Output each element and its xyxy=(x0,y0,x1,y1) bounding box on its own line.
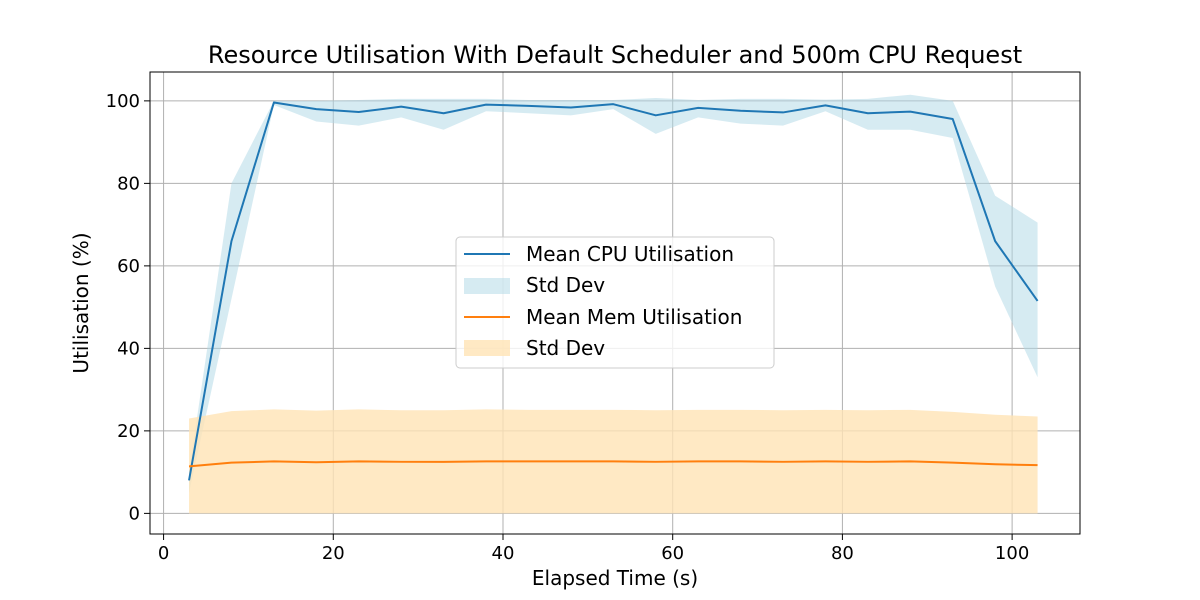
y-tick-label: 80 xyxy=(117,173,140,194)
legend-swatch-cpu-band xyxy=(464,278,510,294)
series-line-1 xyxy=(188,460,1038,468)
plot-frame xyxy=(149,71,1081,535)
series-lines xyxy=(188,101,1039,481)
x-tick-label: 0 xyxy=(158,543,169,564)
series-line-0 xyxy=(188,101,1039,481)
x-axis-label: Elapsed Time (s) xyxy=(532,566,698,590)
x-tick-label: 60 xyxy=(661,543,684,564)
x-tick-label: 20 xyxy=(322,543,345,564)
x-tick-label: 40 xyxy=(492,543,515,564)
legend-box xyxy=(455,236,775,369)
y-tick-label: 60 xyxy=(117,256,140,277)
legend-label-mem: Mean Mem Utilisation xyxy=(526,305,742,329)
legend-swatch-mem-band xyxy=(464,340,510,356)
chart-title: Resource Utilisation With Default Schedu… xyxy=(208,41,1022,69)
x-tick-label: 80 xyxy=(831,543,854,564)
y-axis-ticks: 0 20 40 60 80 100 xyxy=(106,91,150,524)
y-tick-label: 20 xyxy=(117,421,140,442)
y-tick-label: 0 xyxy=(129,503,140,524)
x-tick-label: 100 xyxy=(995,543,1029,564)
std-dev-band-0 xyxy=(189,94,1038,493)
y-axis-label: Utilisation (%) xyxy=(69,232,93,373)
x-axis-ticks: 0 20 40 60 80 100 xyxy=(158,534,1029,564)
legend-label-mem-std: Std Dev xyxy=(526,336,605,360)
legend-label-cpu-std: Std Dev xyxy=(526,273,605,297)
legend-label-cpu: Mean CPU Utilisation xyxy=(526,242,734,266)
y-tick-label: 100 xyxy=(106,91,140,112)
legend: Mean CPU Utilisation Std Dev Mean Mem Ut… xyxy=(455,236,775,369)
y-tick-label: 40 xyxy=(117,338,140,359)
